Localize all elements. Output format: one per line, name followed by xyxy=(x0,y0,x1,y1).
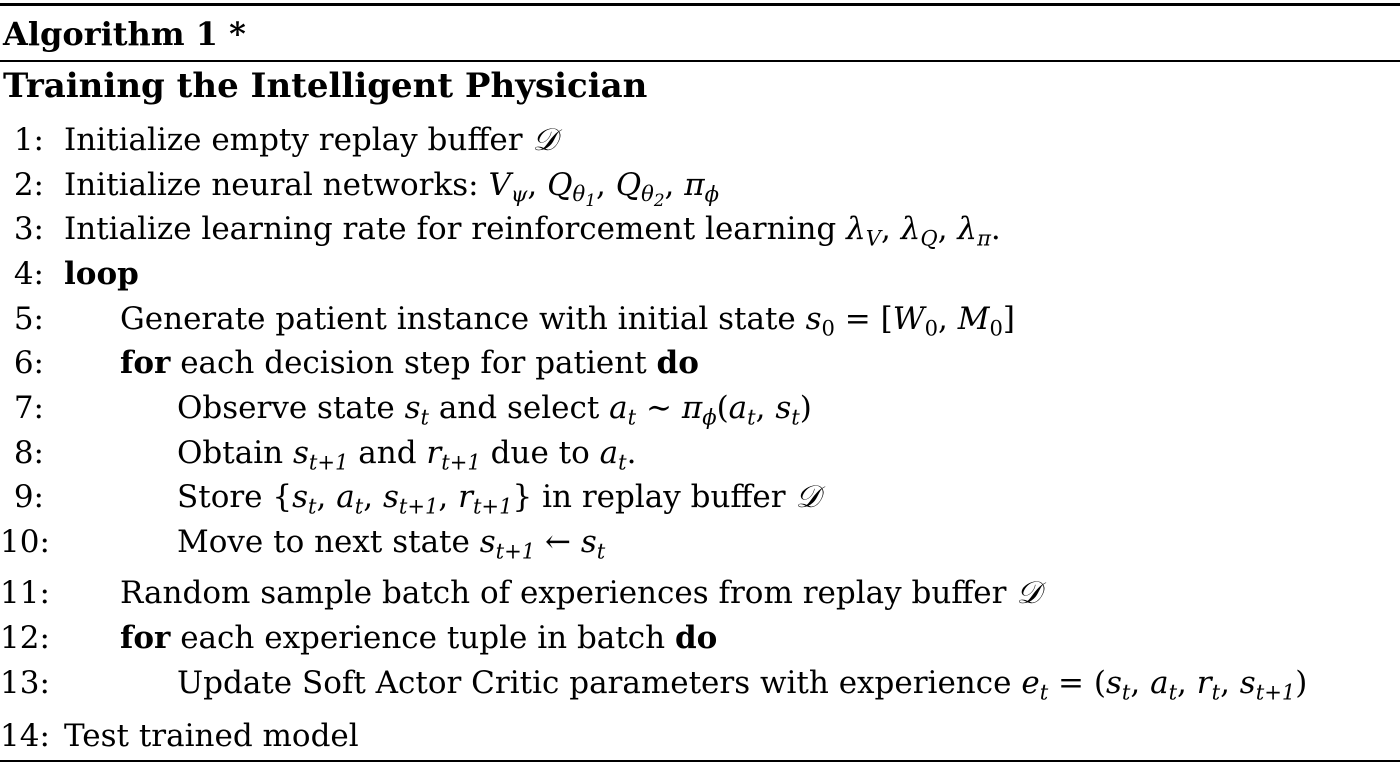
line-text: Store {st, at, st+1, rt+1} in replay buf… xyxy=(177,479,821,519)
line-text: Obtain st+1 and rt+1 due to at. xyxy=(177,435,637,475)
do-keyword: do xyxy=(674,620,718,656)
line-text: Intialize learning rate for reinforcemen… xyxy=(64,211,1001,251)
line-number: 10: xyxy=(0,524,50,560)
caption-rule xyxy=(0,60,1400,62)
line-number: 9: xyxy=(13,479,44,515)
line-number: 11: xyxy=(0,575,50,611)
algorithm-caption: Training the Intelligent Physician xyxy=(3,66,648,106)
algorithm-title: Algorithm 1 * xyxy=(3,15,246,53)
for-keyword: for xyxy=(120,620,171,656)
line-text: for each decision step for patient do xyxy=(120,345,699,381)
line-number: 3: xyxy=(13,211,44,247)
bottom-rule xyxy=(0,760,1400,762)
line-text: Observe state st and select at ∼ πϕ(at, … xyxy=(177,390,812,430)
line-number: 14: xyxy=(0,718,50,754)
line-text: Initialize empty replay buffer 𝒟 xyxy=(64,122,558,158)
line-text: Random sample batch of experiences from … xyxy=(120,575,1042,611)
line-text: Update Soft Actor Critic parameters with… xyxy=(177,665,1308,705)
line-number: 2: xyxy=(13,167,44,203)
do-keyword: do xyxy=(656,345,699,381)
top-rule xyxy=(0,3,1400,6)
line-text: Initialize neural networks: Vψ, Qθ1, Qθ2… xyxy=(64,167,720,211)
line-text: Move to next state st+1 ← st xyxy=(177,524,606,564)
for-keyword: for xyxy=(120,345,171,381)
line-text: for each experience tuple in batch do xyxy=(120,620,718,656)
line-text: Generate patient instance with initial s… xyxy=(120,301,1016,341)
line-number: 1: xyxy=(13,122,44,158)
line-number: 7: xyxy=(13,390,44,426)
line-text: Test trained model xyxy=(64,718,359,754)
loop-keyword: loop xyxy=(64,256,139,292)
line-number: 5: xyxy=(13,301,44,337)
line-number: 6: xyxy=(13,345,44,381)
line-number: 12: xyxy=(0,620,50,656)
line-number: 8: xyxy=(13,435,44,471)
line-number: 4: xyxy=(13,256,44,292)
line-number: 13: xyxy=(0,665,50,701)
